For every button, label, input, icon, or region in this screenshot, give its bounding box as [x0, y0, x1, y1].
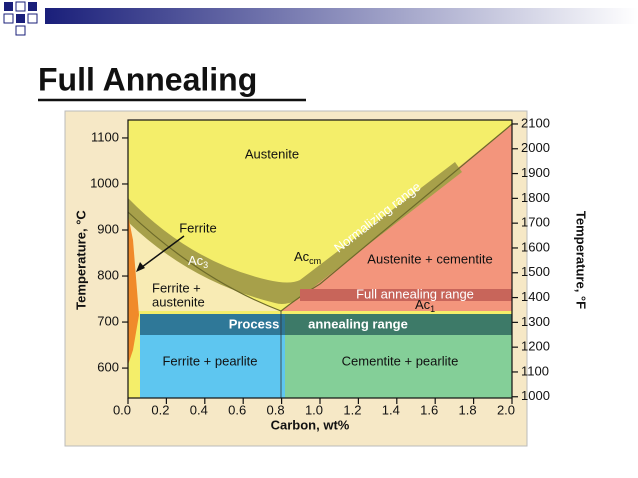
x-tick-label: 0.6	[228, 402, 246, 417]
line-label: Ac1	[415, 297, 435, 314]
y2-tick-label: 1000	[521, 388, 550, 403]
phase-regions	[127, 120, 513, 398]
x-tick-label: 1.8	[459, 402, 477, 417]
band-label: annealing range	[308, 316, 408, 331]
x-tick-label: 1.0	[305, 402, 323, 417]
region-label: Ferrite +	[152, 280, 201, 295]
region-label: Ferrite	[179, 220, 217, 235]
x-tick-label: 1.4	[382, 402, 400, 417]
y-tick-label: 800	[97, 267, 119, 282]
band-label: Full annealing range	[356, 286, 474, 301]
band-label: Process	[229, 316, 280, 331]
region-label: Cementite + pearlite	[342, 353, 459, 368]
y-axis-title: Temperature, °C	[73, 210, 88, 310]
x-tick-label: 1.6	[420, 402, 438, 417]
region-label: austenite	[152, 294, 205, 309]
y2-tick-label: 1100	[521, 363, 549, 378]
x-tick-label: 0.2	[151, 402, 169, 417]
y2-tick-label: 1300	[521, 314, 550, 329]
y2-tick-label: 1200	[521, 339, 550, 354]
y2-tick-label: 1900	[521, 165, 550, 180]
region-label: Austenite	[245, 146, 299, 161]
y2-tick-label: 1700	[521, 215, 550, 230]
y2-tick-label: 1800	[521, 190, 550, 205]
y2-axis-title: Temperature, °F	[574, 211, 589, 309]
y2-tick-label: 1500	[521, 264, 550, 279]
x-tick-label: 0.0	[113, 402, 131, 417]
decoration	[3, 1, 638, 36]
y2-tick-label: 2100	[521, 115, 550, 130]
x-tick-label: 0.8	[267, 402, 285, 417]
y-tick-label: 600	[97, 360, 119, 375]
region-label: Ferrite + pearlite	[162, 353, 257, 368]
line-label: Ac3	[188, 253, 208, 270]
x-axis-title: Carbon, wt%	[271, 417, 350, 432]
line-label: Accm	[294, 249, 321, 266]
x-tick-label: 1.2	[343, 402, 361, 417]
y-tick-label: 1000	[90, 175, 119, 190]
y2-tick-label: 2000	[521, 140, 550, 155]
y-tick-label: 900	[97, 221, 119, 236]
y2-tick-label: 1600	[521, 239, 550, 254]
x-tick-label: 2.0	[497, 402, 515, 417]
axes: 0.0 0.2 0.4 0.6 0.8 1.0 1.2 1.4 1.6 1.8 2.0 600 700 8…	[90, 115, 550, 417]
title: Full Annealing	[38, 61, 257, 97]
y-tick-label: 700	[97, 313, 119, 328]
region-label: Austenite + cementite	[367, 251, 492, 266]
y2-tick-label: 1400	[521, 289, 550, 304]
y-tick-label: 1100	[91, 129, 119, 144]
x-tick-label: 0.4	[190, 402, 208, 417]
